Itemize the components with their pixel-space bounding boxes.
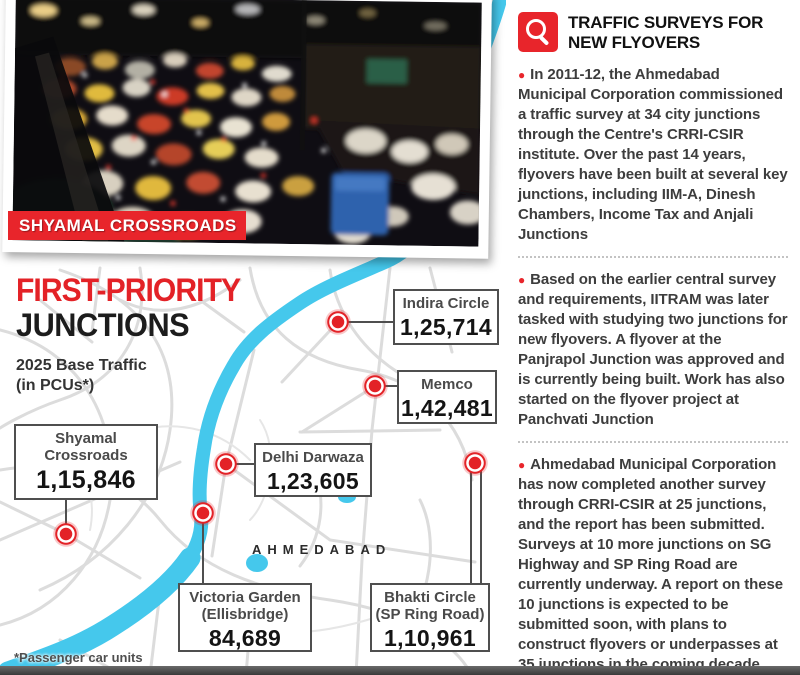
junction-marker-shyamal — [52, 520, 80, 548]
junction-label-victoria-garden: Victoria Garden (Ellisbridge) 84,689 — [178, 583, 312, 652]
junction-name-line2: Crossroads — [44, 447, 128, 464]
junction-label-indira: Indira Circle 1,25,714 — [393, 289, 499, 345]
map-title-line2: JUNCTIONS — [16, 307, 190, 343]
junction-value: 1,10,961 — [384, 625, 476, 651]
bullet-icon: ● — [518, 273, 526, 287]
connector-bhakti — [470, 471, 482, 583]
sidebar-heading-line1: TRAFFIC SURVEYS FOR — [568, 13, 764, 32]
sidebar-paragraph-2: ● Based on the earlier central survey and… — [518, 270, 788, 430]
map-subtitle-line2: (in PCUs*) — [16, 377, 95, 394]
junction-name-line1: Shyamal — [55, 430, 117, 447]
junction-subname: (SP Ring Road) — [375, 606, 485, 623]
junction-value: 84,689 — [208, 625, 282, 651]
city-label: AHMEDABAD — [252, 542, 392, 557]
junction-marker-indira — [324, 308, 352, 336]
bullet-icon: ● — [518, 68, 526, 82]
bullet-icon: ● — [518, 458, 526, 472]
connector-indira — [346, 321, 395, 323]
junction-marker-memco — [361, 372, 389, 400]
sidebar-article: TRAFFIC SURVEYS FOR NEW FLYOVERS ● In 201… — [506, 0, 798, 673]
junction-name: Bhakti Circle — [384, 589, 476, 606]
junction-subname: (Ellisbridge) — [201, 606, 289, 623]
junction-value: 1,42,481 — [401, 395, 493, 421]
connector-delhi — [234, 463, 254, 465]
sidebar-heading: TRAFFIC SURVEYS FOR NEW FLYOVERS — [568, 12, 763, 53]
junction-value: 1,25,714 — [400, 314, 492, 340]
junction-label-delhi-darwaza: Delhi Darwaza 1,23,605 — [254, 443, 372, 497]
connector-memco — [383, 385, 397, 387]
paragraph-text: Ahmedabad Municipal Corporation has now … — [518, 456, 783, 673]
traffic-photo — [2, 0, 492, 259]
photo-caption-banner: SHYAMAL CROSSROADS — [8, 211, 246, 240]
dotted-divider — [518, 256, 788, 258]
connector-victoria — [202, 521, 204, 583]
magnifier-glass — [526, 19, 546, 39]
junction-name: Indira Circle — [402, 295, 490, 312]
sidebar-paragraph-3: ● Ahmedabad Municipal Corporation has now… — [518, 455, 788, 675]
map-title-line1: FIRST-PRIORITY — [16, 272, 241, 308]
magnifier-handle — [538, 35, 550, 46]
junction-label-shyamal: Shyamal Crossroads 1,15,846 — [14, 424, 158, 500]
junction-name: Memco — [421, 376, 473, 393]
sidebar-header: TRAFFIC SURVEYS FOR NEW FLYOVERS — [518, 12, 788, 53]
junction-marker-victoria — [189, 499, 217, 527]
paragraph-text: In 2011-12, the Ahmedabad Municipal Corp… — [518, 66, 788, 243]
junction-marker-bhakti — [461, 449, 489, 477]
sidebar-paragraph-1: ● In 2011-12, the Ahmedabad Municipal Cor… — [518, 65, 788, 245]
map-footnote: *Passenger car units — [14, 650, 143, 665]
junction-label-bhakti-circle: Bhakti Circle (SP Ring Road) 1,10,961 — [370, 583, 490, 652]
junction-label-memco: Memco 1,42,481 — [397, 370, 497, 424]
junction-name: Victoria Garden — [189, 589, 301, 606]
magnifier-icon — [518, 12, 558, 52]
junction-value: 1,15,846 — [36, 466, 136, 494]
dotted-divider — [518, 441, 788, 443]
connector-shyamal — [65, 499, 67, 527]
traffic-photo-image — [12, 0, 482, 247]
sidebar-heading-line2: NEW FLYOVERS — [568, 33, 701, 52]
bottom-rule — [0, 666, 800, 675]
junction-value: 1,23,605 — [267, 468, 359, 494]
junction-marker-delhi — [212, 450, 240, 478]
map-subtitle: 2025 Base Traffic (in PCUs*) — [16, 356, 147, 396]
map-subtitle-line1: 2025 Base Traffic — [16, 357, 147, 374]
map-title: FIRST-PRIORITY JUNCTIONS — [16, 274, 254, 341]
paragraph-text: Based on the earlier central survey and … — [518, 271, 788, 428]
junction-name: Delhi Darwaza — [262, 449, 364, 466]
